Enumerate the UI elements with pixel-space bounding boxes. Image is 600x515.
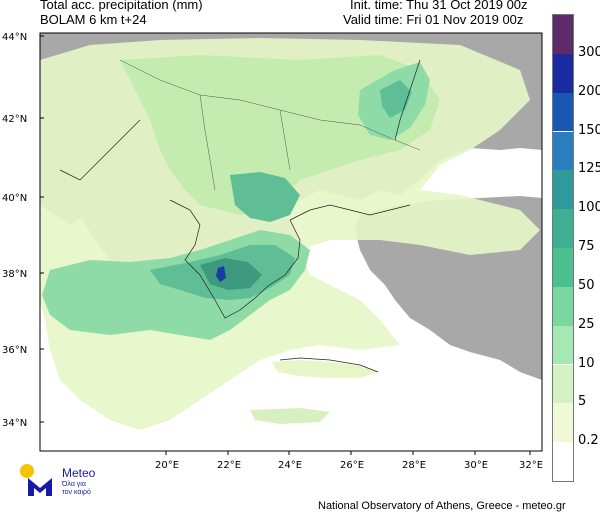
legend-color-box	[553, 170, 573, 210]
map-frame	[39, 32, 543, 452]
legend-label: 200	[578, 83, 600, 99]
lat-axis: 44°N 42°N 40°N 38°N 36°N 34°N	[2, 32, 44, 429]
lon-tick-label: 22°E	[217, 460, 241, 471]
legend-label: 100	[578, 200, 600, 216]
precip-light-south	[250, 408, 330, 424]
logo-subtitle-line: Όλα για	[62, 481, 86, 488]
legend-color-box	[553, 209, 573, 248]
sun-icon	[20, 464, 34, 478]
borders	[119, 59, 421, 191]
legend-color-box	[553, 403, 573, 443]
legend-color-box	[553, 15, 573, 54]
lat-tick-label: 36°N	[2, 345, 27, 356]
legend-color-box	[553, 325, 573, 365]
chart-title: Total acc. precipitation (mm)	[40, 0, 203, 12]
footer-credit: National Observatory of Athens, Greece -…	[318, 500, 566, 512]
model-label: BOLAM 6 km t+24	[40, 12, 147, 27]
legend-color-box	[553, 286, 573, 326]
lat-tick-label: 34°N	[2, 418, 27, 429]
logo-title: Meteo	[62, 466, 96, 480]
logo-subtitle: Όλα για τον καιρό	[62, 481, 91, 497]
meteo-logo	[20, 464, 52, 496]
land-crete	[272, 360, 378, 378]
lat-tick-label: 40°N	[2, 193, 27, 204]
legend-label: 10	[578, 355, 595, 371]
legend-label: 150	[578, 122, 600, 138]
lat-tick-label: 44°N	[2, 32, 27, 43]
legend-label: 25	[578, 316, 595, 332]
precipitation-legend	[552, 14, 574, 482]
m-icon	[28, 478, 52, 496]
coastlines	[59, 59, 421, 373]
lon-axis: 20°E 22°E 24°E 26°E 28°E 30°E 32°E	[155, 451, 543, 471]
lon-tick-label: 26°E	[340, 460, 364, 471]
lon-tick-label: 32°E	[519, 460, 543, 471]
legend-label: 125	[578, 161, 600, 177]
lat-tick-label: 38°N	[2, 269, 27, 280]
precip-max	[216, 266, 226, 282]
lon-tick-label: 24°E	[278, 460, 302, 471]
lon-tick-label: 28°E	[402, 460, 426, 471]
legend-color-box	[553, 92, 573, 132]
valid-time: Valid time: Fri 01 Nov 2019 00z	[343, 12, 524, 27]
lat-tick-label: 42°N	[2, 114, 27, 125]
precip-green-7	[200, 258, 262, 290]
legend-color-box	[553, 131, 573, 171]
legend-label: 75	[578, 239, 595, 254]
legend-color-box	[553, 53, 573, 93]
legend-color-box	[553, 442, 573, 481]
legend-color-box	[553, 248, 573, 287]
legend-label: 5	[578, 394, 587, 410]
precip-green-4	[230, 172, 300, 222]
legend-color-box	[553, 364, 573, 404]
lon-tick-label: 20°E	[155, 460, 179, 471]
legend-label: 50	[578, 277, 595, 293]
init-time: Init. time: Thu 31 Oct 2019 00z	[350, 0, 528, 12]
logo-subtitle-line: τον καιρό	[62, 489, 91, 496]
lon-tick-label: 30°E	[464, 460, 488, 471]
legend-label: 300	[578, 44, 600, 60]
legend-label: 0.2	[578, 433, 599, 449]
